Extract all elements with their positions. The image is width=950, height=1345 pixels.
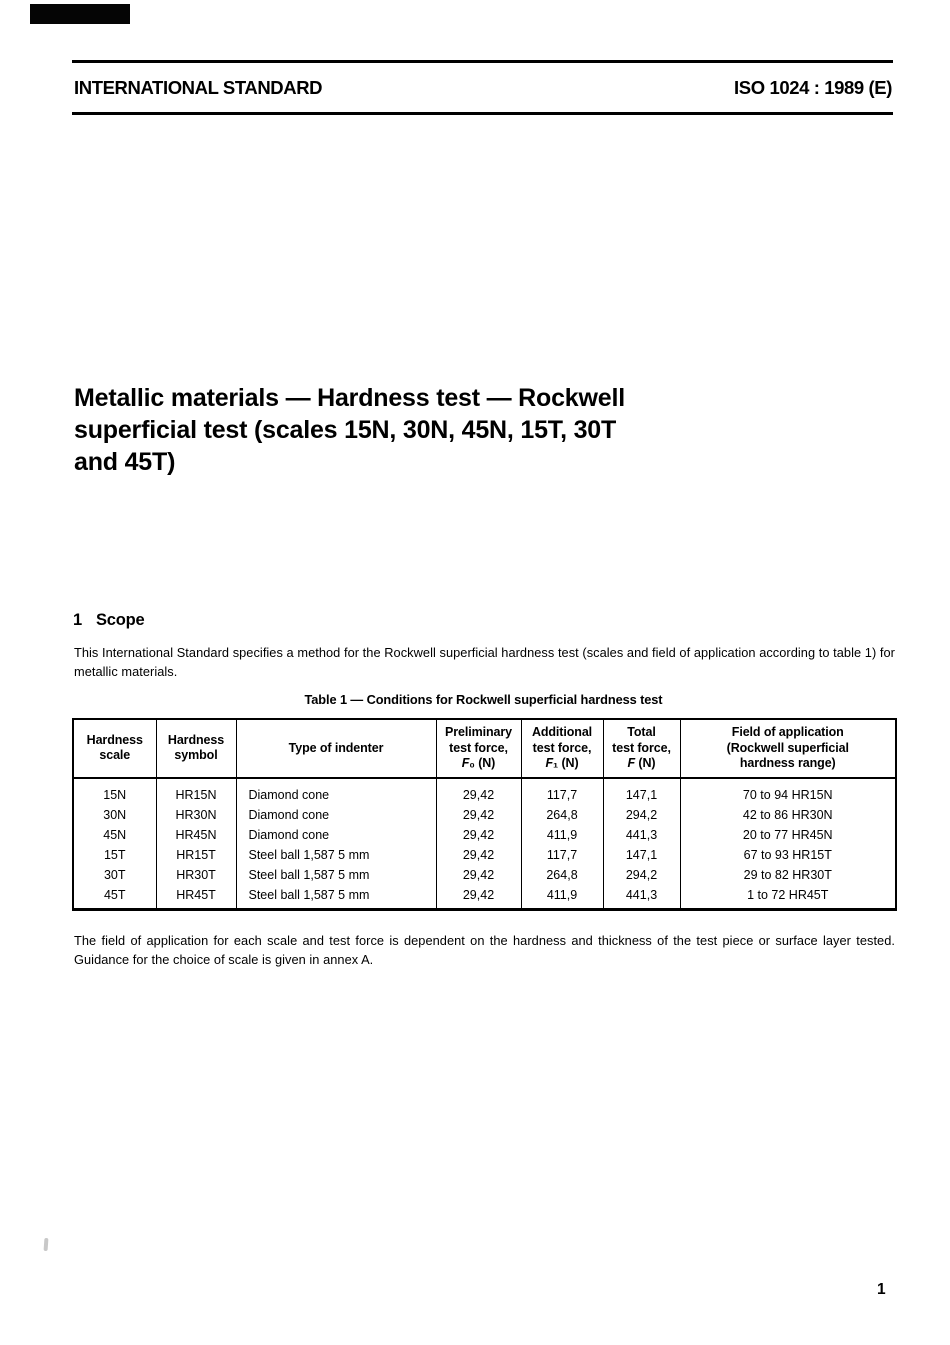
table-cell: 147,1 [602,777,680,805]
field-of-application-note: The field of application for each scale … [74,932,895,967]
table-cell: Diamond cone [235,804,436,825]
column-header: Hardness symbol [155,719,236,779]
table-cell: 117,7 [520,777,603,805]
table-cell: Diamond cone [235,824,436,845]
table-row: 15N HR15N Diamond cone 29,42 117,7 147,1 70 to… [73,777,896,805]
table-cell: 15T [103,847,126,862]
conditions-table: Hardness scale Hardness symbol Type of inden… [72,718,897,911]
section-title: Scope [95,610,145,629]
table-row: 45N HR45N Diamond cone 29,42 411,9 441,3 20 to… [73,824,896,845]
table-cell: Steel ball 1,587 5 mm [235,864,436,885]
table-cell: 264,8 [520,864,603,885]
table-row: 15T HR15T Steel ball 1,587 5 mm 29,42 117,7 1… [73,844,896,865]
document-title: Metallic materials — Hardness test — Roc… [74,382,625,478]
document-title-line: superficial test (scales 15N, 30N, 45N, … [74,415,617,444]
table-cell: 29,42 [435,777,521,805]
table-cell: 29,42 [435,804,521,825]
column-header: Type of indenter [235,719,436,779]
table-cell: 29,42 [435,884,521,909]
table-cell: Diamond cone [235,777,436,805]
table-cell: 1 to 72 HR45T [679,884,896,909]
table-cell: 441,3 [602,824,680,845]
table-cell: 117,7 [520,844,603,865]
table-cell: HR45T [155,884,236,909]
table-cell: 411,9 [520,824,603,845]
table-row: 30T HR30T Steel ball 1,587 5 mm 29,42 264,8 2… [73,864,896,885]
header-right-label: ISO 1024 : 1989 (E) [734,77,892,98]
column-header: Hardness scale [73,719,156,779]
table-cell: 20 to 77 HR45N [679,824,896,845]
table-cell: 441,3 [602,884,680,909]
column-header: Additional test force, F₁ (N) [520,719,603,779]
table-cell: 411,9 [520,884,603,909]
header-rule-top [72,60,893,63]
table-cell: 264,8 [520,804,603,825]
page-number: 1 [877,1281,886,1298]
table-header-row: Hardness scale Hardness symbol Type of inden… [73,719,896,779]
table-cell: 147,1 [602,844,680,865]
document-title-line: and 45T) [74,447,176,476]
table-cell: HR30N [155,804,236,825]
table-cell: 67 to 93 HR15T [679,844,896,865]
header-left-label: INTERNATIONAL STANDARD [74,77,323,98]
section-number: 1 [73,610,82,629]
table-cell: 15N [103,787,127,802]
page-header: INTERNATIONAL STANDARD ISO 1024 : 1989 (… [74,77,892,99]
table-cell: 30T [103,867,126,882]
table-cell: 29,42 [435,824,521,845]
table-cell: 294,2 [602,864,680,885]
table-row: 45T HR45T Steel ball 1,587 5 mm 29,42 411,9 4… [73,884,896,909]
table-row: 30N HR30N Diamond cone 29,42 264,8 294,2 42 to… [73,804,896,825]
table-cell: 45T [103,887,126,902]
scan-speck [43,1237,49,1252]
table-caption: Table 1 — Conditions for Rockwell superf… [304,692,663,707]
table-cell: Steel ball 1,587 5 mm [235,844,436,865]
table-cell: 29,42 [435,864,521,885]
scope-section-heading: 1 Scope [73,611,145,630]
table-cell: Steel ball 1,587 5 mm [235,884,436,909]
table-cell: 30N [103,807,127,822]
table-cell: HR30T [155,864,236,885]
column-header: Total test force, F (N) [602,719,680,779]
table-cell: 294,2 [602,804,680,825]
document-title-line: Metallic materials — Hardness test — Roc… [74,383,625,412]
column-header: Field of application (Rockwell superficia… [679,719,896,779]
scan-artifact-bar [30,4,130,24]
table-cell: HR15T [155,844,236,865]
table-cell: HR15N [155,777,236,805]
table-cell: 29,42 [435,844,521,865]
table-cell: 29 to 82 HR30T [679,864,896,885]
table-cell: 45N [103,827,127,842]
table-cell: 42 to 86 HR30N [679,804,896,825]
table-cell: HR45N [155,824,236,845]
table-cell: 70 to 94 HR15N [679,777,896,805]
header-rule-bottom [72,112,893,115]
column-header: Preliminary test force, F₀ (N) [435,719,521,779]
scope-paragraph: This International Standard specifies a … [74,644,895,679]
